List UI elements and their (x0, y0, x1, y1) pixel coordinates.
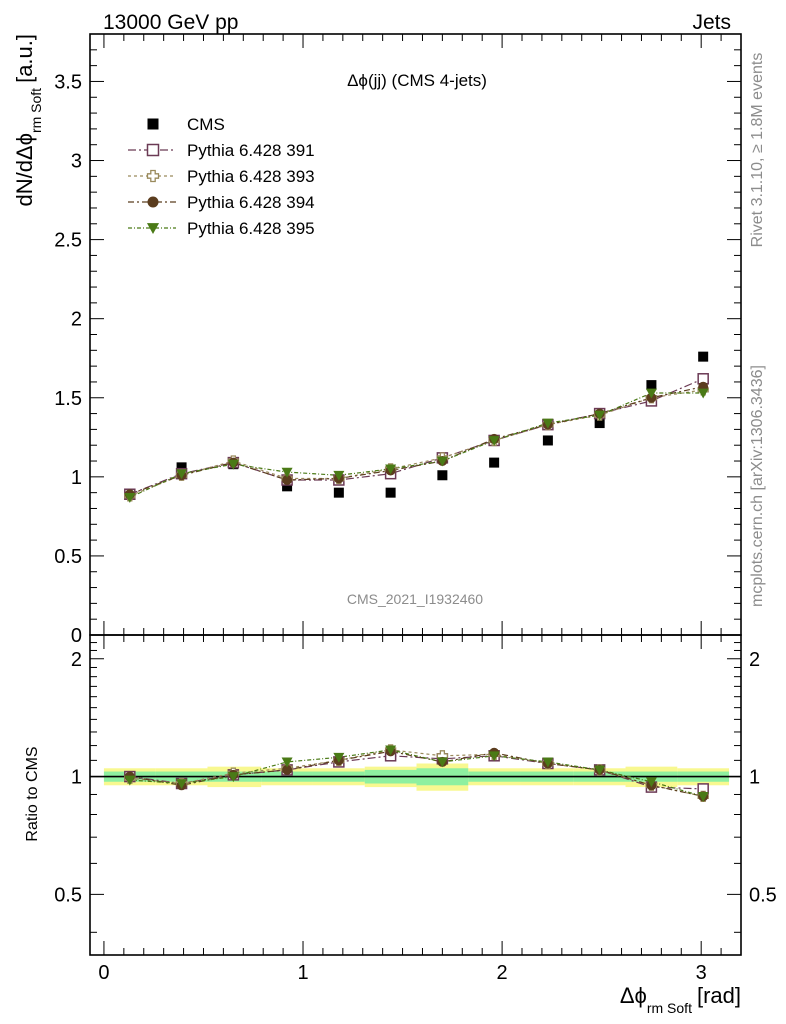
main-point-pythia-6-428-395 (594, 410, 606, 421)
ratio-point-pythia-6-428-395 (697, 791, 709, 802)
main-y-axis-label-unit: [a.u.] (12, 34, 37, 83)
header-left: 13000 GeV pp (103, 11, 238, 34)
main-point-pythia-6-428-395 (488, 436, 500, 446)
main-point-pythia-6-428-395 (227, 459, 239, 470)
main-point-cms (385, 487, 396, 498)
source-label: mcplots.cern.ch [arXiv:1306.3436] (749, 365, 766, 607)
ratio-point-pythia-6-428-395 (488, 751, 500, 762)
main-y-tick-label: 1 (71, 467, 82, 489)
ratio-point-pythia-6-428-395 (645, 777, 657, 788)
main-point-pythia-6-428-395 (176, 469, 188, 480)
ratio-y-tick-label: 2 (71, 649, 82, 671)
header-right: Jets (692, 11, 731, 34)
main-line-pythia-6-428-394 (129, 386, 704, 495)
main-y-axis-label-main: dN/dΔϕ (12, 133, 37, 207)
legend-marker-pythia-6-428-395 (146, 223, 160, 235)
x-axis-label-main: Δϕ (620, 983, 647, 1008)
chart-title: Δϕ(jj) (CMS 4-jets) (347, 71, 487, 90)
main-y-axis-label: dN/dΔϕrm Soft [a.u.] (12, 34, 44, 207)
legend-marker-pythia-6-428-391 (146, 143, 160, 157)
ratio-y-tick-labels: 0.5 0.5 1 1 2 2 (54, 649, 777, 907)
ratio-point-pythia-6-428-395 (542, 757, 554, 768)
x-axis-label-sub: rm Soft (647, 1000, 692, 1016)
main-point-pythia-6-428-395 (385, 464, 397, 475)
main-point-cms (698, 351, 709, 362)
main-y-tick-label: 3.5 (54, 71, 82, 93)
ratio-point-pythia-6-428-395 (333, 752, 345, 763)
main-line-pythia-6-428-393 (129, 389, 704, 497)
main-y-tick-label: 1.5 (54, 388, 82, 410)
legend-label-pythia-6-428-395: Pythia 6.428 395 (187, 219, 315, 238)
ratio-y-tick-label: 0.5 (54, 884, 82, 906)
ratio-point-pythia-6-428-395 (594, 765, 606, 776)
rivet-label: Rivet 3.1.10, ≥ 1.8M events (749, 53, 766, 248)
main-y-tick-label: 2.5 (54, 230, 82, 252)
ratio-line-pythia-6-428-395 (129, 749, 704, 797)
main-point-cms (282, 481, 293, 492)
legend-label-pythia-6-428-393: Pythia 6.428 393 (187, 167, 315, 186)
x-axis-label-unit: [rad] (697, 983, 741, 1008)
main-point-cms (437, 470, 448, 481)
ratio-y-axis-label: Ratio to CMS (24, 746, 41, 841)
ratio-point-pythia-6-428-395 (281, 757, 293, 768)
main-point-cms (542, 435, 553, 446)
main-line-pythia-6-428-395 (129, 392, 704, 498)
main-line-pythia-6-428-391 (129, 378, 704, 495)
ratio-frame (89, 634, 742, 956)
x-tick-label: 1 (297, 962, 308, 984)
main-point-pythia-6-428-395 (281, 467, 293, 478)
ratio-line-pythia-6-428-394 (129, 750, 704, 797)
legend-label-pythia-6-428-394: Pythia 6.428 394 (187, 193, 315, 212)
legend-label-pythia-6-428-391: Pythia 6.428 391 (187, 141, 315, 160)
ratio-marks (89, 634, 742, 956)
legend-marker-pythia-6-428-393 (146, 169, 160, 183)
watermark: CMS_2021_I1932460 (347, 591, 483, 607)
main-point-cms (176, 462, 187, 473)
ratio-y-tick-label-right: 2 (749, 649, 760, 671)
main-point-pythia-6-428-394 (282, 475, 293, 486)
ratio-point-pythia-6-428-395 (124, 775, 136, 786)
main-marks (89, 33, 742, 636)
x-tick-label: 2 (497, 962, 508, 984)
main-point-pythia-6-428-395 (645, 388, 657, 399)
main-point-pythia-6-428-395 (436, 456, 448, 467)
main-point-pythia-6-428-395 (697, 388, 709, 399)
main-point-cms (333, 487, 344, 498)
x-tick-labels: 0 1 2 3 (98, 962, 706, 984)
main-y-tick-label: 2 (71, 309, 82, 331)
main-point-pythia-6-428-395 (124, 493, 136, 503)
legend-marker-cms (147, 118, 159, 130)
x-tick-label: 0 (98, 962, 109, 984)
legend: CMS Pythia 6.428 391 Pythia 6.428 393 Pythi… (128, 115, 315, 238)
main-point-pythia-6-428-395 (333, 470, 345, 481)
ratio-point-pythia-6-428-394 (282, 764, 293, 775)
main-point-cms (594, 418, 605, 429)
ratio-y-tick-label-right: 1 (749, 767, 760, 789)
ratio-y-tick-label: 1 (71, 767, 82, 789)
ratio-point-pythia-6-428-395 (176, 779, 188, 790)
ratio-y-tick-label-right: 0.5 (749, 884, 777, 906)
ratio-point-pythia-6-428-395 (227, 772, 239, 783)
main-point-pythia-6-428-395 (542, 418, 554, 429)
x-axis-label: Δϕrm Soft [rad] (620, 983, 741, 1016)
main-point-cms (489, 457, 500, 468)
ratio-panel: 0.5 0.5 1 1 2 2 0 1 2 3 Ratio to CMS Δϕrm Soft [r… (24, 634, 777, 1016)
main-panel: Δϕ(jj) (CMS 4-jets) CMS_2021_I1932460 CM… (12, 33, 742, 647)
ratio-line-pythia-6-428-393 (129, 749, 704, 797)
x-tick-label: 3 (696, 962, 707, 984)
main-y-tick-labels: 0 0.5 1 1.5 2 2.5 3 3.5 (54, 71, 82, 647)
main-y-axis-label-sub: rm Soft (28, 88, 44, 133)
main-y-tick-label: 0.5 (54, 546, 82, 568)
main-point-cms (646, 380, 657, 391)
ratio-point-pythia-6-428-395 (436, 757, 448, 768)
legend-label-cms: CMS (187, 115, 225, 134)
main-y-tick-label: 3 (71, 151, 82, 173)
ratio-point-pythia-6-428-395 (385, 745, 397, 756)
legend-marker-pythia-6-428-394 (147, 196, 159, 208)
main-y-tick-label: 0 (71, 625, 82, 647)
